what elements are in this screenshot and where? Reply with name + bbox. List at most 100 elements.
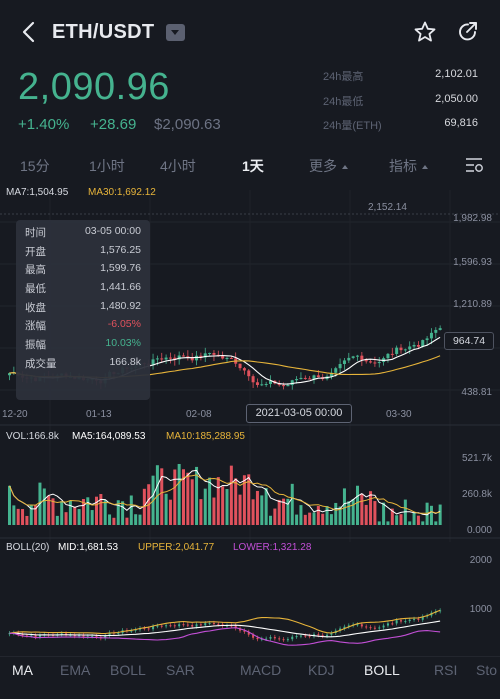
- tooltip-value: 1,599.76: [100, 262, 141, 275]
- volume-bar: [316, 505, 320, 525]
- volume-bar: [342, 488, 346, 525]
- volume-bar: [373, 501, 377, 525]
- boll-candle-body: [265, 638, 268, 640]
- candle-body: [195, 355, 199, 361]
- tab-rsi[interactable]: RSI: [434, 662, 458, 678]
- candle-body: [308, 378, 312, 380]
- share-icon[interactable]: [456, 20, 480, 44]
- boll-candle-body: [278, 638, 281, 640]
- tooltip-value: 1,480.92: [100, 299, 141, 312]
- candle-body: [412, 344, 416, 347]
- volume-bar: [264, 488, 268, 525]
- volume-bar: [116, 500, 120, 525]
- tab-15m[interactable]: 15分: [20, 158, 50, 174]
- tab-indicators[interactable]: 指标: [389, 156, 428, 176]
- boll-candle-body: [382, 625, 385, 628]
- tab-ma[interactable]: MA: [12, 662, 33, 678]
- volume-bar: [351, 499, 355, 525]
- boll-candle-body: [308, 635, 311, 637]
- tab-sar[interactable]: SAR: [166, 662, 195, 678]
- change-percent: +1.40%: [18, 116, 70, 133]
- boll-label: BOLL(20): [6, 542, 50, 553]
- boll-candle-body: [299, 635, 302, 637]
- volume-bar: [429, 505, 433, 525]
- chart-settings-icon[interactable]: [464, 156, 484, 174]
- candle-body: [212, 352, 216, 355]
- tab-macd[interactable]: MACD: [240, 662, 282, 678]
- last-price: 2,090.96: [18, 66, 170, 108]
- boll-candle-body: [317, 634, 320, 636]
- boll-candle-body: [408, 619, 411, 622]
- volume-bar: [412, 512, 416, 525]
- boll-candle-body: [304, 635, 307, 637]
- volume-bar: [186, 472, 190, 525]
- candle-body: [434, 329, 438, 333]
- boll-candle-body: [117, 633, 120, 635]
- tab-kdj[interactable]: KDJ: [308, 662, 335, 678]
- high-marker: 2,152.14: [368, 202, 407, 213]
- tab-boll-main[interactable]: BOLL: [110, 662, 146, 678]
- tooltip-key: 开盘: [25, 245, 46, 258]
- crosshair-date: 2021-03-05 00:00: [246, 404, 352, 423]
- boll-candle-body: [156, 625, 159, 627]
- volume-bar: [160, 468, 164, 525]
- volume-bar: [99, 494, 103, 525]
- candle-body: [329, 372, 333, 377]
- volume-bar: [255, 490, 259, 525]
- boll-candle-body: [217, 623, 220, 625]
- dropdown-icon[interactable]: [166, 24, 185, 41]
- back-icon[interactable]: [18, 20, 40, 44]
- volume-bar: [42, 488, 46, 525]
- volume-bar: [138, 514, 142, 525]
- volume-bar: [399, 514, 403, 525]
- date-axis-label: 01-13: [86, 409, 112, 420]
- volume-bar: [21, 509, 25, 525]
- volume-bar: [134, 514, 138, 525]
- boll-candle-body: [226, 625, 228, 627]
- boll-candle-body: [291, 636, 294, 640]
- boll-candle-body: [421, 616, 424, 620]
- boll-candle-body: [25, 635, 28, 637]
- boll-candle-body: [182, 624, 185, 626]
- boll-candle-body: [178, 624, 181, 627]
- candle-body: [168, 357, 172, 359]
- volume-bar: [421, 521, 425, 525]
- tab-ema[interactable]: EMA: [60, 662, 91, 678]
- volume-bar: [216, 477, 220, 525]
- volume-bar: [286, 498, 290, 525]
- tab-boll-sub[interactable]: BOLL: [364, 662, 400, 678]
- stat-label-volume: 24h量(ETH): [323, 120, 382, 132]
- boll-lower-line: [9, 627, 441, 646]
- boll-candle-body: [360, 624, 363, 627]
- volume-bar: [103, 500, 107, 525]
- volume-bar: [47, 495, 51, 525]
- volume-bar: [64, 512, 68, 525]
- boll-candle-body: [191, 624, 194, 627]
- tooltip-value: 166.8k: [109, 355, 141, 368]
- candle-body: [260, 384, 264, 386]
- pair-title[interactable]: ETH/USDT: [52, 21, 155, 43]
- tab-sto[interactable]: Sto: [476, 662, 498, 678]
- volume-bar: [168, 499, 172, 525]
- star-icon[interactable]: [413, 20, 437, 44]
- volume-bar: [321, 513, 325, 525]
- caret-icon: [342, 165, 348, 170]
- candle-body: [390, 353, 394, 355]
- volume-bar: [390, 508, 394, 525]
- volume-bar: [55, 515, 59, 525]
- volume-bar: [377, 521, 381, 525]
- volume-bar: [438, 504, 442, 525]
- candle-body: [164, 357, 168, 360]
- tab-1h[interactable]: 1小时: [89, 158, 125, 174]
- boll-candle-body: [204, 623, 207, 626]
- indicator-tab-bar: [0, 656, 500, 699]
- tab-more[interactable]: 更多: [309, 156, 348, 176]
- stat-value-high: 2,102.01: [435, 68, 478, 80]
- tab-1d[interactable]: 1天: [242, 158, 264, 174]
- boll-candle-body: [143, 628, 146, 630]
- tab-4h[interactable]: 4小时: [160, 158, 196, 174]
- candle-body: [342, 360, 346, 365]
- tooltip-row: 最高 1,599.76: [25, 262, 141, 281]
- tooltip-row: 涨幅 -6.05%: [25, 318, 141, 337]
- volume-bar: [225, 489, 229, 525]
